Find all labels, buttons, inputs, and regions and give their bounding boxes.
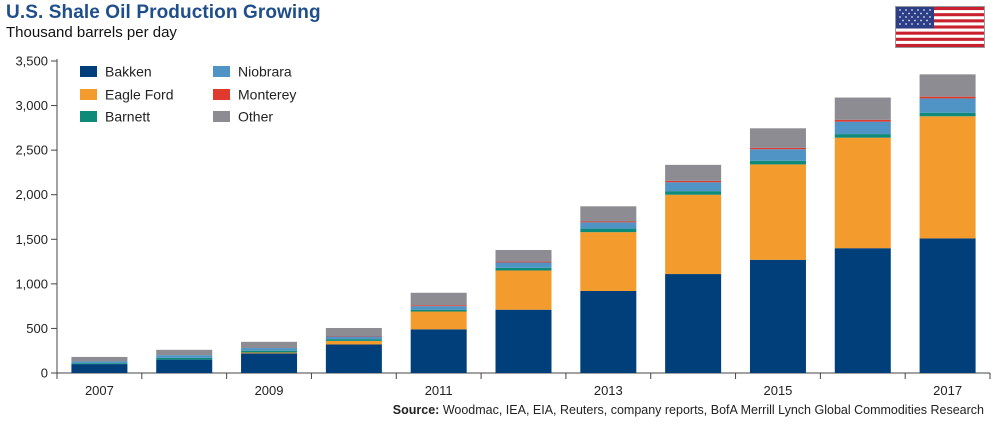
us-flag-icon — [895, 6, 985, 48]
bar-bakken-2011 — [410, 329, 467, 373]
bar-bakken-2014 — [665, 274, 722, 373]
bar-niobrara-2009 — [241, 348, 298, 351]
bar-barnett-2017 — [919, 112, 976, 117]
bar-bakken-2010 — [325, 344, 382, 373]
bar-other-2010 — [325, 327, 382, 337]
bar-bakken-2012 — [495, 309, 552, 373]
bar-niobrara-2017 — [919, 98, 976, 113]
bar-niobrara-2007 — [71, 361, 128, 364]
bar-monterey-2014 — [665, 180, 722, 183]
bar-eagle-ford-2010 — [325, 340, 382, 345]
source-note: Source: Woodmac, IEA, EIA, Reuters, comp… — [393, 403, 984, 417]
bar-niobrara-2013 — [580, 222, 637, 229]
y-tick-label: 1,500 — [15, 232, 48, 247]
legend-swatch-niobrara — [213, 66, 230, 77]
bar-monterey-2017 — [919, 96, 976, 99]
bar-barnett-2008 — [156, 357, 213, 360]
bar-eagle-ford-2013 — [580, 232, 637, 291]
bar-eagle-ford-2016 — [834, 137, 891, 249]
bar-eagle-ford-2012 — [495, 270, 552, 310]
bar-other-2012 — [495, 249, 552, 262]
x-tick-label: 2009 — [255, 383, 284, 398]
legend-swatch-other — [213, 111, 230, 122]
bar-bakken-2016 — [834, 248, 891, 373]
bar-bakken-2007 — [71, 364, 128, 373]
legend-swatch-bakken — [80, 66, 97, 77]
bar-other-2013 — [580, 206, 637, 222]
bar-barnett-2010 — [325, 339, 382, 341]
chart-title: U.S. Shale Oil Production Growing — [6, 2, 321, 23]
bar-bakken-2015 — [749, 259, 806, 373]
bar-eagle-ford-2015 — [749, 164, 806, 260]
x-tick-label: 2007 — [85, 383, 114, 398]
bar-bakken-2013 — [580, 290, 637, 373]
bar-other-2008 — [156, 349, 213, 356]
y-tick-label: 2,000 — [15, 187, 48, 202]
source-label: Source: — [392, 403, 440, 417]
legend-label-monterey: Monterey — [238, 87, 296, 103]
bar-niobrara-2012 — [495, 262, 552, 268]
bar-niobrara-2008 — [156, 355, 213, 358]
y-tick-label: 2,500 — [15, 143, 48, 158]
bar-monterey-2012 — [495, 261, 552, 263]
legend-swatch-barnett — [80, 111, 97, 122]
bar-barnett-2014 — [665, 191, 722, 195]
y-tick-label: 500 — [26, 321, 48, 336]
bar-barnett-2011 — [410, 309, 467, 312]
bar-other-2017 — [919, 74, 976, 97]
legend-label-bakken: Bakken — [105, 64, 152, 80]
bar-barnett-2013 — [580, 228, 637, 233]
y-tick-label: 3,500 — [15, 54, 48, 69]
bar-other-2016 — [834, 97, 891, 120]
chart-subtitle: Thousand barrels per day — [6, 24, 177, 41]
bar-eagle-ford-2017 — [919, 116, 976, 239]
bar-barnett-2015 — [749, 160, 806, 165]
bar-barnett-2016 — [834, 134, 891, 138]
legend-swatch-eagle-ford — [80, 89, 97, 100]
x-tick-label: 2015 — [763, 383, 792, 398]
bar-other-2011 — [410, 292, 467, 306]
bar-other-2015 — [749, 128, 806, 148]
bar-barnett-2012 — [495, 267, 552, 271]
legend-label-niobrara: Niobrara — [238, 64, 292, 80]
source-text: Woodmac, IEA, EIA, Reuters, company repo… — [442, 403, 984, 417]
legend-label-eagle-ford: Eagle Ford — [105, 87, 173, 103]
bar-monterey-2015 — [749, 147, 806, 150]
bar-other-2014 — [665, 164, 722, 181]
bar-niobrara-2014 — [665, 182, 722, 192]
bar-monterey-2016 — [834, 119, 891, 122]
legend-label-barnett: Barnett — [105, 109, 150, 125]
bar-eagle-ford-2011 — [410, 311, 467, 330]
bar-niobrara-2016 — [834, 121, 891, 135]
bar-bakken-2017 — [919, 238, 976, 373]
bar-monterey-2011 — [410, 305, 467, 307]
bar-other-2009 — [241, 341, 298, 349]
bar-barnett-2007 — [71, 363, 128, 365]
y-tick-label: 0 — [41, 366, 48, 381]
bar-eagle-ford-2009 — [241, 352, 298, 354]
bar-niobrara-2010 — [325, 336, 382, 340]
x-tick-label: 2013 — [594, 383, 623, 398]
y-tick-label: 3,000 — [15, 98, 48, 113]
bar-barnett-2009 — [241, 350, 298, 353]
bar-bakken-2008 — [156, 359, 213, 373]
bar-other-2007 — [71, 356, 128, 362]
y-tick-label: 1,000 — [15, 276, 48, 291]
bar-monterey-2013 — [580, 221, 637, 223]
bar-niobrara-2011 — [410, 306, 467, 310]
bar-niobrara-2015 — [749, 149, 806, 161]
bar-eagle-ford-2014 — [665, 194, 722, 275]
legend-swatch-monterey — [213, 89, 230, 100]
x-tick-label: 2017 — [933, 383, 962, 398]
x-tick-label: 2011 — [425, 383, 453, 398]
bar-bakken-2009 — [241, 353, 298, 373]
legend-label-other: Other — [238, 109, 273, 125]
